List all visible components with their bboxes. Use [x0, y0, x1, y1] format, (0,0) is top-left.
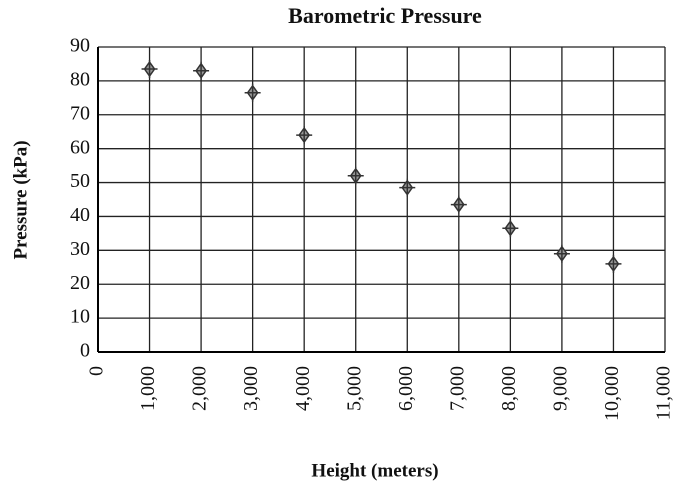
y-tick-label: 80: [70, 68, 90, 90]
y-tick-label: 90: [70, 35, 90, 57]
x-tick-label: 3,000: [240, 366, 262, 411]
x-tick-label: 6,000: [395, 366, 417, 411]
marker: [605, 254, 622, 273]
marker: [347, 166, 364, 185]
y-tick-label: 0: [80, 340, 90, 362]
x-tick-label: 2,000: [189, 366, 211, 411]
y-tick-label: 20: [70, 272, 90, 294]
marker: [244, 83, 261, 102]
y-tick-label: 40: [70, 204, 90, 226]
x-tick-label: 7,000: [446, 366, 468, 411]
y-tick-label: 70: [70, 102, 90, 124]
marker: [193, 61, 210, 80]
y-tick-label: 50: [70, 170, 90, 192]
x-tick-label: 11,000: [653, 366, 675, 420]
x-tick-label: 0: [86, 366, 108, 376]
y-tick-label: 10: [70, 306, 90, 328]
y-axis-title: Pressure (kPa): [10, 140, 31, 259]
y-tick-label: 30: [70, 238, 90, 260]
x-tick-label: 5,000: [343, 366, 365, 411]
x-tick-label: 1,000: [137, 366, 159, 411]
marker: [399, 178, 416, 197]
marker: [502, 219, 519, 238]
marker: [141, 60, 158, 79]
x-tick-label: 4,000: [292, 366, 314, 411]
chart-title: Barometric Pressure: [288, 3, 482, 28]
x-tick-label: 9,000: [550, 366, 572, 411]
x-tick-label: 8,000: [498, 366, 520, 411]
y-tick-label: 60: [70, 136, 90, 158]
x-tick-label: 10,000: [601, 366, 623, 421]
x-axis-title: Height (meters): [311, 460, 438, 481]
marker: [296, 126, 313, 145]
marker: [553, 244, 570, 263]
marker: [450, 195, 467, 214]
